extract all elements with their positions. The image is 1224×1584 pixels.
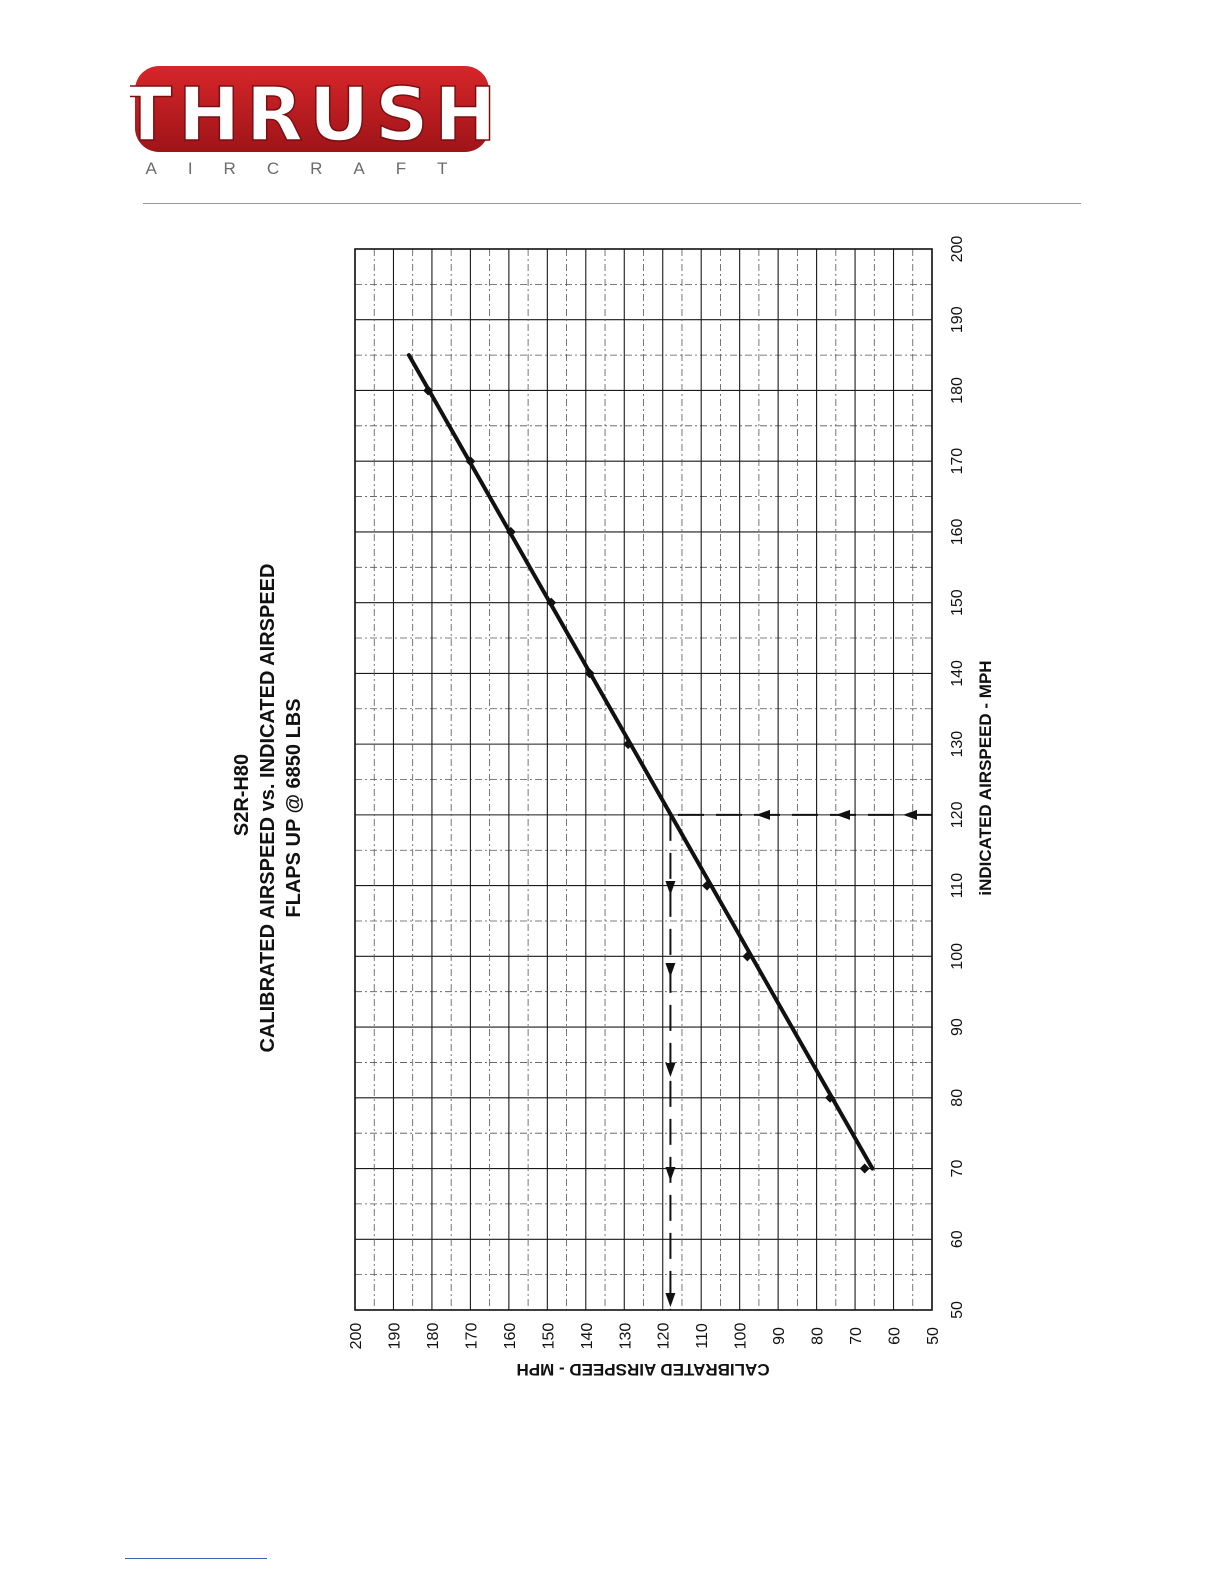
indicated-tick-110: 110 [949, 873, 966, 899]
calibrated-tick-180: 180 [425, 1323, 442, 1350]
calibrated-tick-80: 80 [810, 1327, 827, 1345]
calibrated-tick-50: 50 [925, 1327, 942, 1345]
indicated-airspeed-axis-title: iNDICATED AIRSPEED - MPH [976, 660, 995, 895]
indicated-tick-150: 150 [949, 589, 966, 616]
calibration-line [406, 353, 875, 1171]
calibrated-tick-130: 130 [617, 1323, 634, 1350]
logo-badge [135, 66, 489, 152]
indicated-tick-190: 190 [949, 306, 966, 333]
calibrated-airspeed-axis-title: CALIBRATED AIRSPEED - MPH [516, 1360, 769, 1379]
calibrated-tick-60: 60 [887, 1327, 904, 1345]
calibrated-tick-70: 70 [848, 1327, 865, 1345]
calibrated-tick-100: 100 [733, 1323, 750, 1350]
calibrated-tick-120: 120 [656, 1323, 673, 1350]
calibrated-airspeed-tick-labels: 200 190 180 170 160 150 140 130 120 110 100 90 80 70 6… [348, 1323, 942, 1350]
guide-arrow-down-1 [665, 881, 676, 895]
logo-sub-text: AIRCRAFT [146, 159, 479, 178]
chart-grid [354, 248, 933, 1311]
logo-brand-text: THRUSH [130, 72, 494, 158]
indicated-tick-60: 60 [949, 1230, 966, 1248]
guide-arrow-down-3 [665, 1063, 676, 1077]
indicated-tick-170: 170 [949, 448, 966, 475]
calibrated-tick-190: 190 [386, 1323, 403, 1350]
chart-title-line-2: CALIBRATED AIRSPEED vs. INDICATED AIRSPE… [257, 564, 279, 1053]
data-point-130 [623, 739, 634, 750]
indicated-tick-90: 90 [949, 1018, 966, 1036]
chart-title-line-3: FLAPS UP @ 6850 LBS [283, 698, 305, 917]
calibrated-tick-110: 110 [694, 1323, 711, 1349]
data-point-150 [546, 597, 557, 608]
guide-arrow-left-1 [903, 809, 917, 820]
indicated-airspeed-tick-labels: 50 60 70 80 90 100 110 120 130 140 150 160 170 180 190… [949, 236, 966, 1319]
calibrated-tick-150: 150 [540, 1323, 557, 1350]
data-point-140 [584, 668, 595, 679]
calibrated-tick-160: 160 [502, 1323, 519, 1350]
guide-arrow-down-5 [665, 1293, 676, 1307]
data-point-80 [825, 1092, 836, 1103]
chart-title-line-1: S2R-H80 [231, 754, 253, 836]
data-point-100 [742, 951, 753, 962]
indicated-tick-140: 140 [949, 660, 966, 687]
footer-link-underline [125, 1558, 267, 1559]
calibrated-tick-90: 90 [771, 1327, 788, 1345]
guide-arrow-left-3 [756, 809, 770, 820]
indicated-tick-160: 160 [949, 518, 966, 545]
calibration-series [406, 353, 875, 1174]
calibrated-tick-170: 170 [463, 1323, 480, 1350]
indicated-tick-180: 180 [949, 377, 966, 404]
header-divider [143, 203, 1081, 204]
indicated-tick-130: 130 [949, 731, 966, 758]
guide-arrow-left-2 [836, 809, 850, 820]
indicated-tick-120: 120 [949, 801, 966, 828]
data-point-180 [423, 385, 434, 396]
calibrated-tick-140: 140 [579, 1323, 596, 1350]
indicated-tick-80: 80 [949, 1089, 966, 1107]
thrush-aircraft-logo: THRUSH AIRCRAFT [130, 66, 494, 178]
example-guide-lines [665, 809, 932, 1310]
indicated-tick-70: 70 [949, 1160, 966, 1178]
data-point-70 [859, 1163, 870, 1174]
data-point-110 [701, 880, 712, 891]
indicated-tick-100: 100 [949, 943, 966, 970]
chart-title: S2R-H80 CALIBRATED AIRSPEED vs. INDICATE… [231, 564, 305, 1053]
calibrated-tick-200: 200 [348, 1323, 365, 1350]
indicated-tick-200: 200 [949, 236, 966, 263]
data-point-170 [465, 456, 476, 467]
guide-arrow-down-4 [665, 1167, 676, 1181]
plot-frame [354, 248, 933, 1311]
guide-arrow-down-2 [665, 963, 676, 977]
data-point-160 [505, 526, 516, 537]
indicated-tick-50: 50 [949, 1301, 966, 1319]
